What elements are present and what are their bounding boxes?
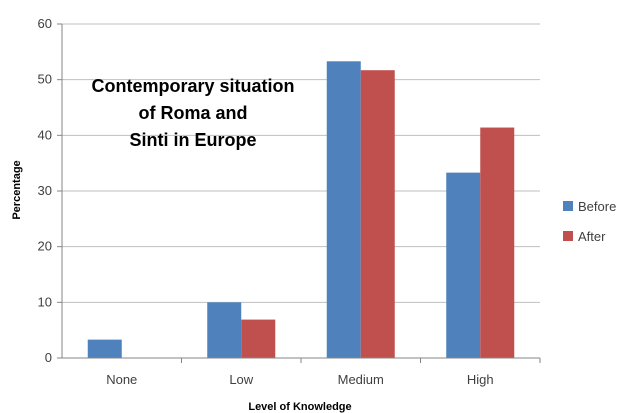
legend-label-after: After [578, 229, 606, 244]
chart-title-line-3: Sinti in Europe [129, 130, 256, 150]
y-tick-label: 10 [38, 294, 52, 309]
x-tick-labels: None Low Medium High [106, 372, 493, 387]
x-tick-label: Medium [338, 372, 384, 387]
legend-label-before: Before [578, 199, 616, 214]
x-axis-title: Level of Knowledge [248, 401, 351, 413]
bar-after-high [480, 127, 515, 358]
legend-swatch-after [563, 231, 573, 241]
y-tick-label: 50 [38, 72, 52, 87]
legend-swatch-before [563, 201, 573, 211]
chart-title-line-1: Contemporary situation [91, 76, 294, 96]
y-tick-label: 60 [38, 16, 52, 31]
y-tick-label: 0 [45, 350, 52, 365]
x-tick-label: Low [229, 372, 253, 387]
y-tick-label: 30 [38, 183, 52, 198]
chart-title-line-2: of Roma and [138, 103, 247, 123]
bar-before-high [446, 172, 481, 358]
y-axis-title: Percentage [11, 160, 23, 219]
y-tick-label: 20 [38, 239, 52, 254]
x-tick-label: None [106, 372, 137, 387]
bar-before-medium [326, 61, 361, 359]
legend: Before After [563, 199, 616, 244]
y-tick-label: 40 [38, 127, 52, 142]
bar-after-low [241, 319, 276, 358]
bar-before-none [87, 339, 122, 358]
bars [87, 61, 515, 359]
bar-after-medium [360, 70, 395, 358]
chart-title: Contemporary situation of Roma and Sinti… [91, 76, 294, 150]
x-tick-label: High [467, 372, 494, 387]
bar-before-low [207, 302, 242, 358]
y-tick-labels: 0 10 20 30 40 50 60 [38, 16, 52, 365]
